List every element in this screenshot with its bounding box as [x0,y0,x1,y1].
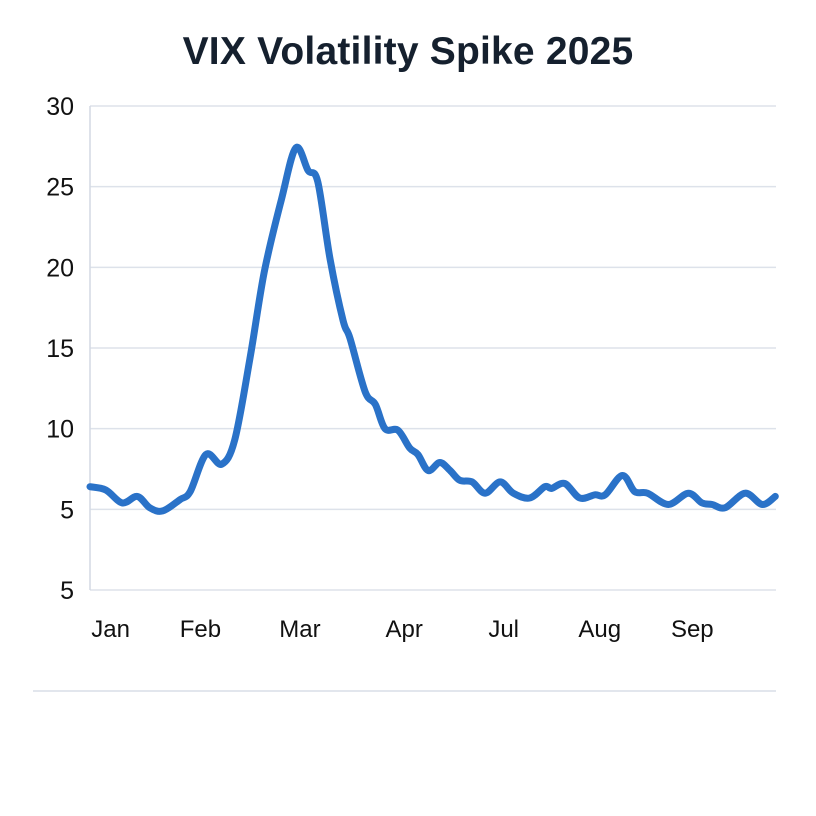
y-tick-label: 25 [46,174,74,202]
y-tick-label: 5 [60,577,74,605]
y-tick-labels: 30 25 20 15 10 5 5 [46,93,74,605]
x-tick-label: Mar [279,616,320,643]
gridlines [90,105,776,591]
x-tick-label: Jul [488,616,519,643]
chart-title: VIX Volatility Spike 2025 [182,30,634,73]
y-tick-label: 30 [46,93,74,121]
y-tick-label: 15 [46,335,74,363]
series-line-vix [86,143,779,515]
x-tick-label: Feb [180,616,221,643]
x-tick-label: Sep [671,616,714,643]
x-tick-label: Aug [578,616,621,643]
y-tick-label: 5 [60,496,74,524]
y-tick-label: 20 [46,254,74,282]
y-tick-label: 10 [46,416,74,444]
x-tick-label: Apr [386,616,423,643]
x-tick-labels: Jan Feb Mar Apr Jul Aug Sep [91,616,713,643]
x-tick-label: Jan [91,616,130,643]
